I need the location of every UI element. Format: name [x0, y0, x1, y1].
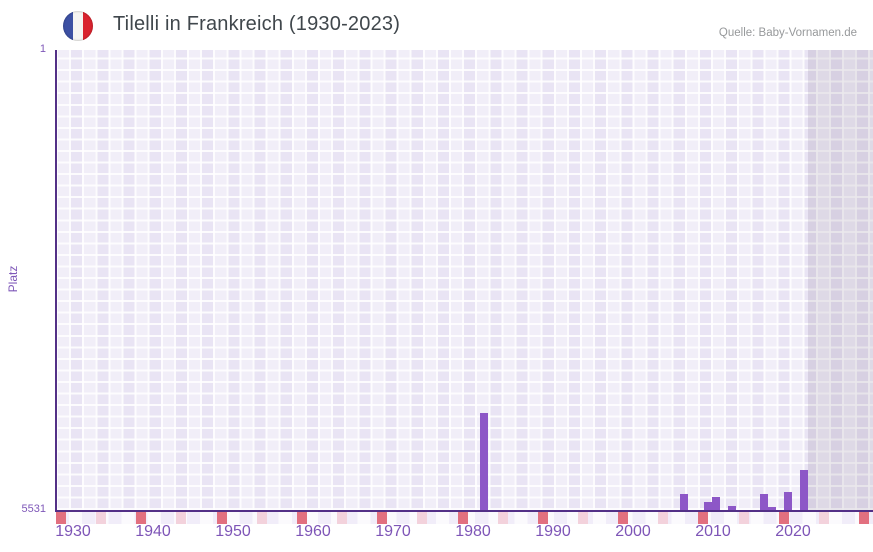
tick-marker-strip — [56, 512, 873, 524]
half-decade-marker — [658, 512, 668, 524]
decade-marker — [136, 512, 146, 524]
page-title: Tilelli in Frankreich (1930-2023) — [113, 13, 401, 35]
france-flag-icon — [63, 11, 93, 41]
x-tick-label-1940: 1940 — [135, 523, 171, 540]
x-tick-label-2010: 2010 — [695, 523, 731, 540]
rank-bar-2016[interactable] — [759, 494, 768, 510]
decade-marker — [859, 512, 869, 524]
half-decade-marker — [498, 512, 508, 524]
y-axis-line — [55, 50, 57, 512]
x-tick-label-2020: 2020 — [775, 523, 811, 540]
half-decade-marker — [96, 512, 106, 524]
x-tick-label-1950: 1950 — [215, 523, 251, 540]
decade-marker — [698, 512, 708, 524]
recent-years-no-data-band — [807, 50, 873, 510]
plot-area — [56, 50, 873, 510]
half-decade-marker — [176, 512, 186, 524]
x-tick-label-1960: 1960 — [295, 523, 331, 540]
half-decade-marker — [257, 512, 267, 524]
decade-marker — [779, 512, 789, 524]
decade-marker — [217, 512, 227, 524]
half-decade-marker — [578, 512, 588, 524]
x-tick-label-1990: 1990 — [535, 523, 571, 540]
decade-marker — [618, 512, 628, 524]
x-tick-label-1980: 1980 — [455, 523, 491, 540]
half-decade-marker — [337, 512, 347, 524]
rank-bar-2017[interactable] — [767, 506, 776, 510]
rank-bar-2012[interactable] — [727, 505, 736, 510]
rank-bar-2006[interactable] — [679, 494, 688, 510]
y-axis-bottom-tick: 5531 — [21, 503, 46, 515]
decade-marker — [538, 512, 548, 524]
y-axis-top-tick: 1 — [39, 43, 46, 55]
x-tick-label-2000: 2000 — [615, 523, 651, 540]
decade-marker — [56, 512, 66, 524]
rank-bar-2009[interactable] — [703, 502, 712, 510]
rank-bar-2021[interactable] — [799, 469, 808, 510]
x-axis-line — [55, 510, 873, 512]
rank-bar-1981[interactable] — [479, 412, 488, 510]
half-decade-marker — [819, 512, 829, 524]
rank-bar-2019[interactable] — [783, 492, 792, 510]
half-decade-marker — [739, 512, 749, 524]
x-tick-label-1970: 1970 — [375, 523, 411, 540]
decade-marker — [458, 512, 468, 524]
decade-marker — [377, 512, 387, 524]
x-tick-label-1930: 1930 — [55, 523, 91, 540]
rank-bar-2010[interactable] — [711, 496, 720, 510]
decade-marker — [297, 512, 307, 524]
source-attribution: Quelle: Baby-Vornamen.de — [718, 27, 857, 39]
half-decade-marker — [417, 512, 427, 524]
y-axis-title: Platz — [6, 265, 20, 293]
